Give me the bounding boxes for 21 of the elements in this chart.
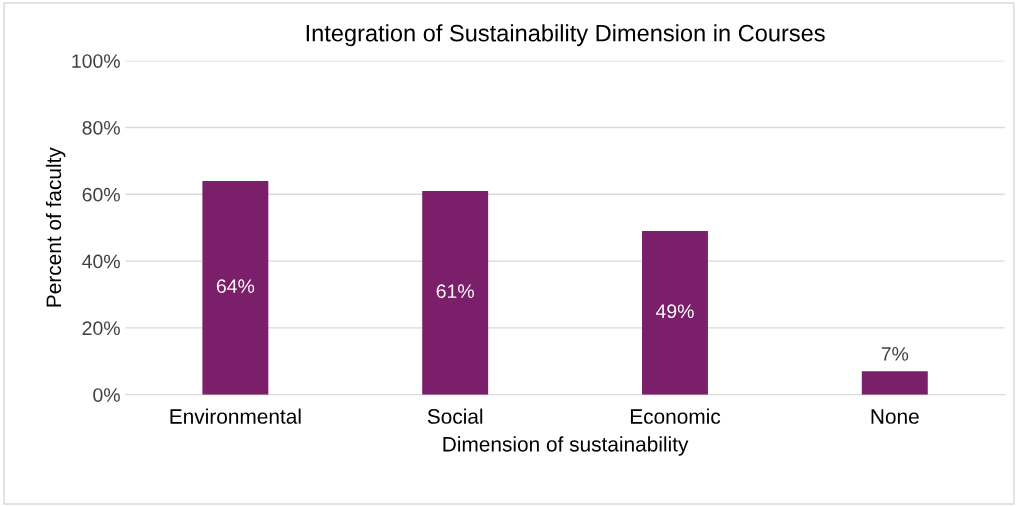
- y-tick-label: 20%: [82, 321, 120, 336]
- y-tick-label: 60%: [82, 187, 120, 202]
- y-tick-label: 40%: [82, 254, 120, 269]
- data-label: 49%: [655, 304, 694, 319]
- bar: [422, 190, 489, 395]
- y-tick-label: 100%: [72, 54, 120, 68]
- bar: [861, 371, 928, 395]
- bar: [202, 180, 269, 395]
- x-axis-title: Dimension of sustainability: [443, 436, 689, 456]
- chart-title: Integration of Sustainability Dimension in Courses: [306, 24, 825, 47]
- y-tick-label: 80%: [82, 120, 120, 135]
- y-tick-label: 0%: [93, 388, 120, 402]
- data-label: 64%: [216, 279, 255, 294]
- bar: [642, 231, 708, 395]
- x-tick-label: Economic: [630, 408, 721, 424]
- x-tick-label: Social: [427, 408, 483, 424]
- data-label: 7%: [881, 347, 909, 361]
- y-axis-title: Percent of faculty: [45, 147, 66, 307]
- x-tick-label: None: [871, 409, 919, 424]
- data-label: 61%: [436, 284, 474, 299]
- x-tick-label: Environmental: [170, 408, 301, 424]
